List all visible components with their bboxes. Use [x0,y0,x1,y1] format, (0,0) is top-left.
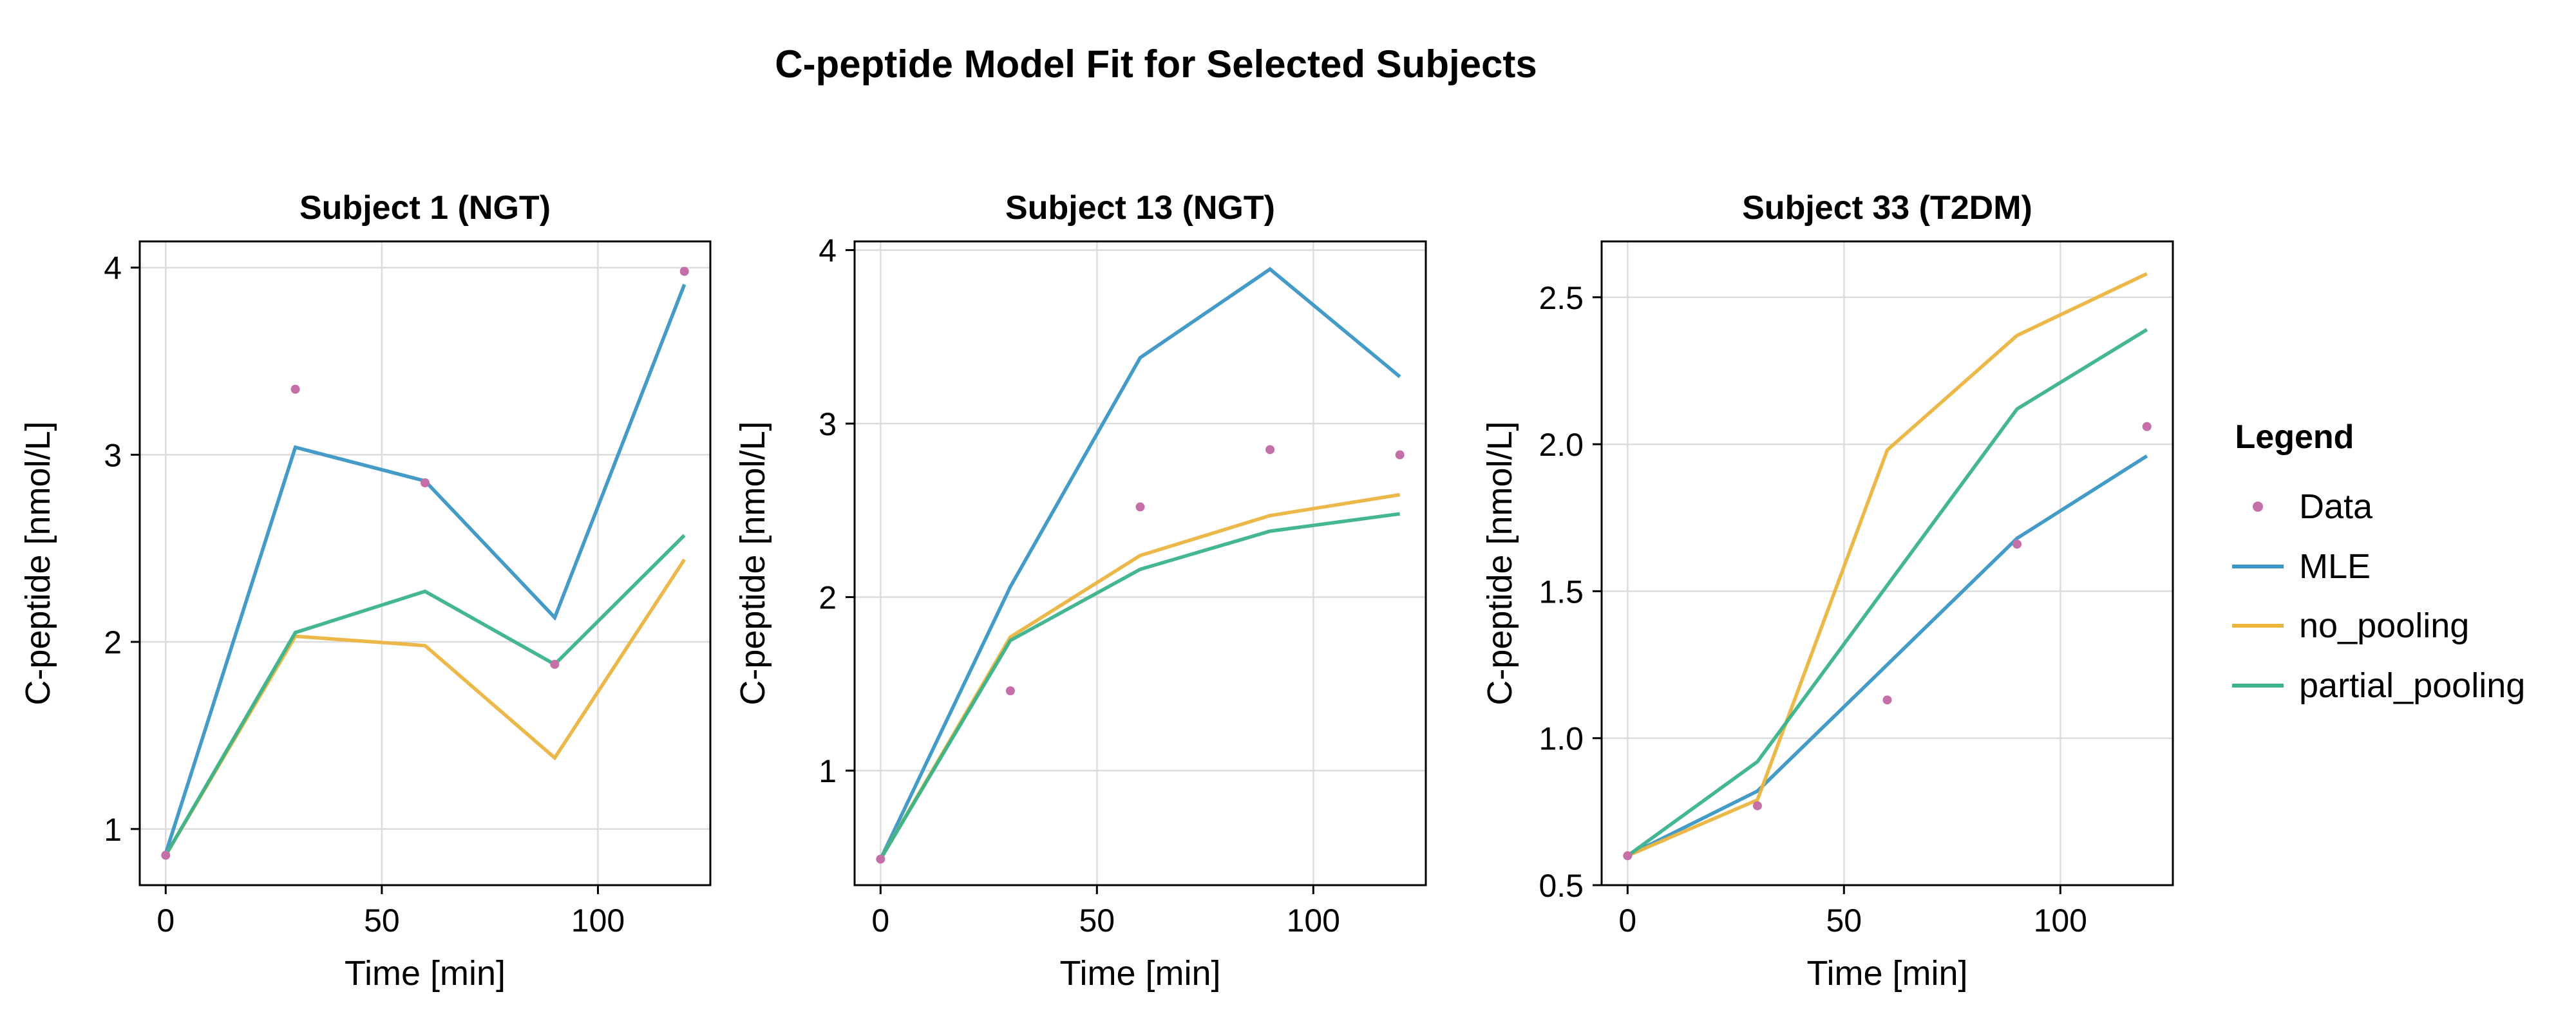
plot-frame [853,240,1427,886]
data-point [2012,539,2022,549]
legend-entry-mle: MLE [2232,547,2371,586]
plot-frame [138,240,712,886]
x-tick-label: 100 [2034,903,2087,939]
x-axis-label: Time [min] [345,954,506,993]
y-tick-label: 3 [104,437,122,473]
data-point [1882,695,1892,705]
legend-entry-data: Data [2253,487,2373,526]
data-point [290,384,300,394]
series-line-no-pooling [878,492,1401,860]
x-tick-label: 50 [1079,903,1115,939]
data-point [1623,851,1633,861]
x-tick-label: 100 [571,903,625,939]
data-point [679,267,689,276]
data-point [1395,450,1405,460]
panel-title: Subject 33 (T2DM) [1742,189,2032,227]
y-tick-label: 2 [104,624,122,660]
data-point [1265,445,1275,454]
x-axis-label: Time [min] [1806,954,1967,993]
y-tick-label: 1 [104,812,122,848]
legend: Legend Data MLE no_pooling partial_pooling [2232,418,2525,705]
data-point [1135,502,1145,512]
x-tick-label: 50 [364,903,400,939]
data-point [1752,801,1762,810]
legend-entry-no-pooling: no_pooling [2232,606,2469,645]
x-tick-label: 0 [1618,903,1636,939]
series-line-mle [878,267,1401,860]
y-tick-label: 2.5 [1539,280,1584,316]
series-line-mle [164,283,687,854]
legend-marker-data [2253,501,2263,512]
series-line-no-pooling [1627,272,2148,857]
legend-title: Legend [2235,418,2354,456]
y-axis-label: C-peptide [nmol/L] [19,421,57,705]
panel-title: Subject 13 (NGT) [1005,189,1275,227]
data-point [1005,686,1015,696]
y-tick-label: 4 [819,232,837,268]
y-axis-label: C-peptide [nmol/L] [1481,421,1519,705]
legend-label: Data [2299,487,2373,526]
y-axis-label: C-peptide [nmol/L] [734,421,772,705]
legend-entry-partial-pooling: partial_pooling [2232,666,2525,705]
y-tick-label: 1.0 [1539,721,1584,757]
legend-label: no_pooling [2299,606,2469,645]
x-axis-label: Time [min] [1059,954,1220,993]
x-tick-label: 0 [871,903,889,939]
y-tick-label: 2 [819,580,837,616]
data-point [2142,422,2152,431]
series-line-partial-pooling [164,534,686,856]
legend-label: partial_pooling [2299,666,2525,705]
data-point [550,659,560,669]
chart-panel-3: 0 50 100 0.5 1.0 1.5 2.0 2.5 Subject 33 (T2DM) Ti… [1481,189,2174,993]
plot-frame [1600,240,2174,886]
series-line-partial-pooling [1626,328,2148,857]
y-tick-label: 4 [104,250,122,286]
chart-panel-2: 0 50 100 1 2 3 4 Subject 13 (NGT) Time [min] C-pe… [734,189,1427,993]
y-tick-label: 0.5 [1539,868,1584,904]
y-tick-label: 1.5 [1539,574,1584,610]
legend-label: MLE [2299,547,2371,586]
data-point [161,850,171,860]
series-line-partial-pooling [878,512,1401,861]
x-tick-label: 50 [1826,903,1862,939]
y-tick-label: 1 [819,753,837,789]
figure-title: C-peptide Model Fit for Selected Subject… [775,42,1537,86]
panel-title: Subject 1 (NGT) [299,189,551,227]
y-tick-label: 3 [819,406,837,442]
series-line-mle [1627,454,2148,857]
y-tick-label: 2.0 [1539,427,1584,463]
data-point [421,478,430,487]
chart-panel-1: 0 50 100 1 2 3 4 Subject 1 (NGT) Time [min] C-pep… [19,189,712,993]
data-point [876,854,886,864]
x-tick-label: 0 [156,903,175,939]
x-tick-label: 100 [1287,903,1340,939]
